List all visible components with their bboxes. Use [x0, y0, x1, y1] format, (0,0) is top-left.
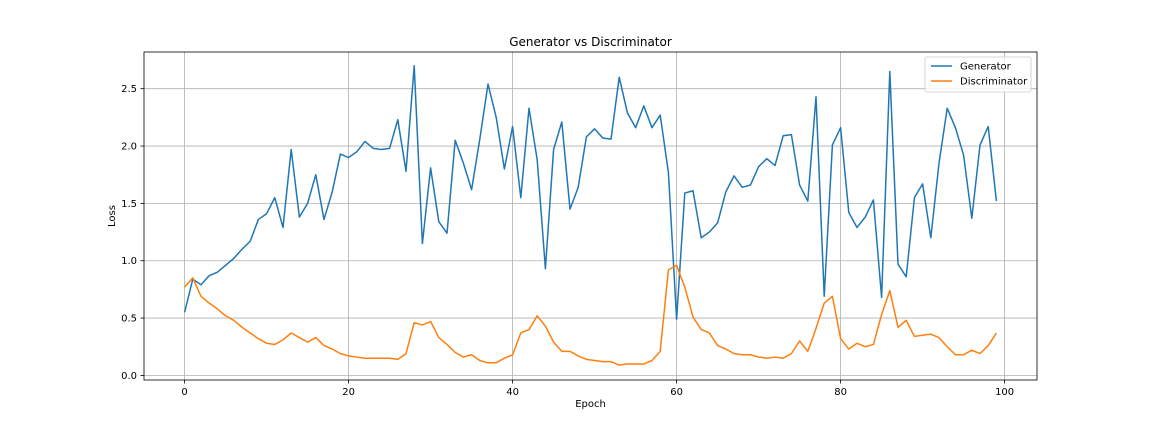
series-line-generator	[183, 65, 998, 320]
chart-title: Generator vs Discriminator	[509, 35, 672, 49]
y-tick-label: 2.5	[121, 84, 137, 95]
y-tick-label: 0.0	[121, 371, 137, 382]
legend-label-generator: Generator	[960, 62, 1012, 73]
x-axis-label: Epoch	[575, 399, 606, 410]
series-lines	[183, 65, 998, 366]
x-tick-label: 20	[342, 387, 355, 398]
x-tick-label: 60	[670, 387, 683, 398]
x-tick-label: 80	[834, 387, 847, 398]
y-tick-label: 1.0	[121, 256, 137, 267]
plot-frame	[143, 51, 1038, 381]
x-tick-label: 100	[995, 387, 1014, 398]
y-tick-label: 0.5	[121, 314, 137, 325]
x-tick-label: 0	[181, 387, 187, 398]
y-tick-label: 1.5	[121, 199, 137, 210]
legend: Generator Discriminator	[924, 56, 1032, 93]
series-line-discriminator	[184, 264, 998, 366]
x-tick-label: 40	[506, 387, 519, 398]
y-tick-label: 2.0	[121, 142, 137, 153]
grid	[144, 52, 1037, 380]
y-axis-label: Loss	[107, 205, 118, 227]
legend-label-discriminator: Discriminator	[960, 77, 1028, 88]
axis-ticks: 0 20 40 60 80 100 0.0 0.5 1.0 1.5 2.0 2.5	[121, 84, 1014, 398]
